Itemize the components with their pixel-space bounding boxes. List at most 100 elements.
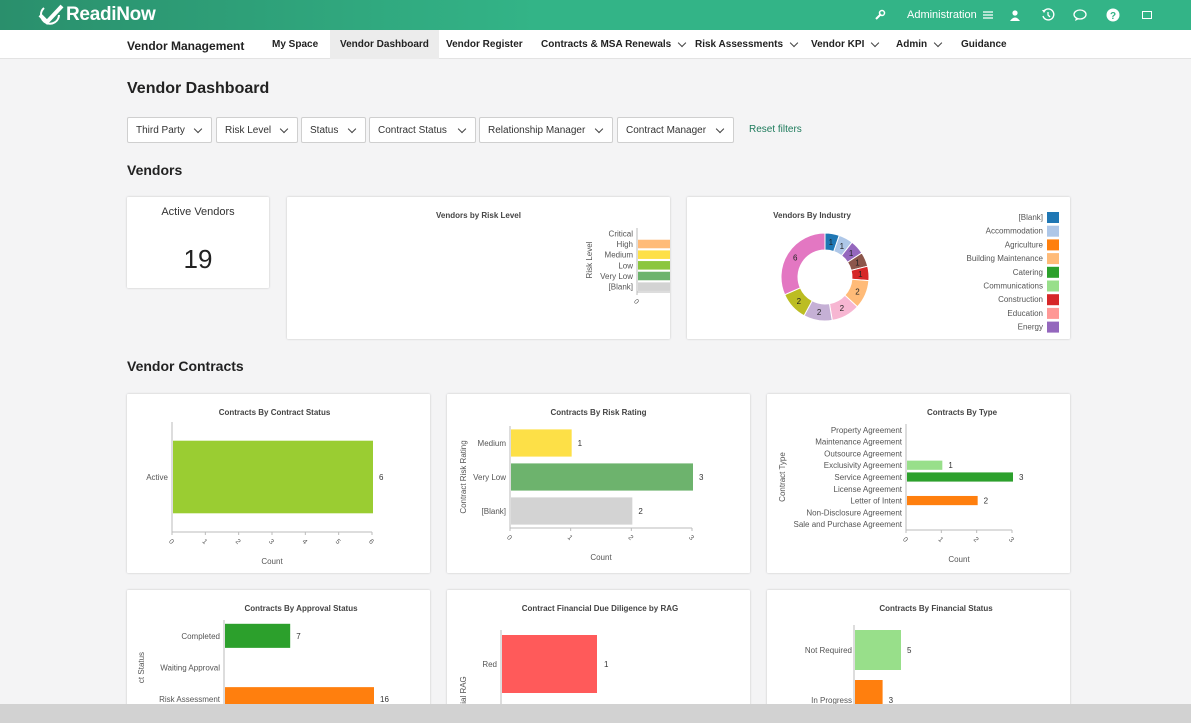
bar-value-label: 2 <box>638 507 643 516</box>
chart-title: Vendors By Industry <box>773 211 851 220</box>
nav-vendor-register[interactable]: Vendor Register <box>446 39 523 50</box>
fullscreen-icon[interactable] <box>1142 0 1152 30</box>
y-category-label: Risk Assessment <box>159 695 221 704</box>
y-category-label: Not Required <box>805 646 852 655</box>
chart-card-risk-level[interactable]: Vendors by Risk Level 0123456CriticalHig… <box>287 197 670 339</box>
filter-risk-level[interactable]: Risk Level <box>216 117 298 143</box>
x-axis-title: Count <box>948 555 970 564</box>
bottom-scroll-bar[interactable] <box>0 704 1191 723</box>
bar <box>511 497 633 525</box>
kpi-value: 19 <box>183 244 213 274</box>
menu-icon <box>982 11 993 19</box>
chevron-down-icon <box>677 38 687 47</box>
app-title: Vendor Management <box>127 39 245 53</box>
legend-label: Agriculture <box>1005 240 1044 249</box>
chevron-down-icon <box>594 124 604 134</box>
nav-vendor-dashboard[interactable]: Vendor Dashboard <box>330 30 439 59</box>
filter-contract-status[interactable]: Contract Status <box>369 117 476 143</box>
y-category-label: In Progress <box>811 696 852 705</box>
chart-card-contract-status[interactable]: Contracts By Contract Status 0 1 2 3 4 5 6 Acti… <box>127 394 430 573</box>
filter-status[interactable]: Status <box>301 117 366 143</box>
legend-swatch <box>1047 253 1059 265</box>
bar-value-label: 5 <box>907 646 912 655</box>
pie-slice-label: 2 <box>797 297 802 306</box>
bar <box>638 239 670 249</box>
chart-title: Contracts By Risk Rating <box>550 408 647 417</box>
nav-admin[interactable]: Admin <box>896 30 943 59</box>
chart-risk-level: 0123456CriticalHigh2Medium4Low2Very Low5… <box>585 228 670 306</box>
nav-guidance[interactable]: Guidance <box>961 39 1007 50</box>
pie-slice-label: 1 <box>858 270 863 279</box>
chart-industry: 1 111122226[Blank]AccommodationAgricultur… <box>780 212 1059 333</box>
history-icon[interactable] <box>1041 0 1055 30</box>
filter-third-party[interactable]: Third Party <box>127 117 212 143</box>
pie-slice-label: 6 <box>793 254 798 263</box>
y-category-label: Letter of Intent <box>850 497 902 506</box>
nav-vendor-kpi[interactable]: Vendor KPI <box>811 30 880 59</box>
x-tick-label: 0 <box>632 298 640 306</box>
y-category-label: Active <box>146 473 168 482</box>
chart-card-financial-status[interactable]: Contracts By Financial Status Not Requir… <box>767 590 1070 723</box>
chart-title: Contracts By Financial Status <box>879 604 993 613</box>
legend-swatch <box>1047 321 1059 333</box>
page-title: Vendor Dashboard <box>127 80 270 97</box>
x-tick-label: 5 <box>334 538 342 546</box>
kpi-label: Active Vendors <box>161 206 235 218</box>
reset-filters-link[interactable]: Reset filters <box>749 124 802 135</box>
legend-label: Catering <box>1013 268 1043 277</box>
nav-risk-assessments[interactable]: Risk Assessments <box>695 30 799 59</box>
chart-contract-type: 0 1 2 3 Property Agreement Maintenance Agreem… <box>778 424 1024 564</box>
y-category-label: Property Agreement <box>831 426 903 435</box>
x-tick-label: 2 <box>972 536 980 544</box>
pie-slice-label: 2 <box>817 308 822 317</box>
y-axis-title: Contract Type <box>778 452 787 502</box>
active-vendors-card[interactable]: Active Vendors 19 <box>127 197 269 288</box>
nav-contracts-msa-renewals[interactable]: Contracts & MSA Renewals <box>541 30 687 59</box>
filter-contract-manager[interactable]: Contract Manager <box>617 117 734 143</box>
administration-menu[interactable]: Administration <box>907 0 993 30</box>
pie-slice <box>780 232 826 296</box>
y-category-label: Low <box>618 261 633 270</box>
legend-swatch <box>1047 307 1059 319</box>
y-category-label: Very Low <box>473 473 506 482</box>
x-axis-title: Count <box>590 553 612 562</box>
filter-relationship-manager[interactable]: Relationship Manager <box>479 117 613 143</box>
readinow-logo[interactable]: ReadiNow <box>38 3 156 27</box>
y-category-label: Exclusivity Agreement <box>824 461 903 470</box>
x-tick-label: 6 <box>367 538 375 546</box>
help-icon[interactable]: ? <box>1106 0 1120 30</box>
bar <box>638 271 670 281</box>
chart-card-approval-status[interactable]: Contracts By Approval Status Completed 7 W… <box>127 590 430 723</box>
chevron-down-icon <box>457 124 467 134</box>
bar-value-label: 3 <box>889 696 894 705</box>
x-tick-label: 2 <box>234 538 242 546</box>
y-category-label: License Agreement <box>834 485 903 494</box>
wrench-icon[interactable] <box>874 0 886 30</box>
x-axis-title: Count <box>261 557 283 566</box>
bar <box>173 440 373 514</box>
x-tick-label: 1 <box>936 536 944 544</box>
bar-value-label: 1 <box>604 660 609 669</box>
y-category-label: Medium <box>478 439 507 448</box>
chart-card-industry[interactable]: Vendors By Industry 1 1 1 1 1 2 2 2 2 6 [Blank] Acc… <box>687 197 1070 339</box>
administration-label: Administration <box>907 9 977 21</box>
bar-value-label: 3 <box>1019 473 1024 482</box>
y-axis-title: Contract Risk Rating <box>459 440 468 513</box>
chart-card-contract-type[interactable]: Contracts By Type 0 1 2 3 Property Agreement… <box>767 394 1070 573</box>
x-tick-label: 3 <box>687 534 695 542</box>
pie-slice-label: 1 <box>840 242 845 251</box>
legend-label: Construction <box>998 295 1043 304</box>
chat-icon[interactable] <box>1073 0 1087 30</box>
bar-value-label: 1 <box>948 461 953 470</box>
logo-text: ReadiNow <box>66 4 156 25</box>
y-axis-title: Risk Level <box>585 241 594 278</box>
y-category-label: Waiting Approval <box>160 664 220 673</box>
nav-my-space[interactable]: My Space <box>272 39 319 50</box>
legend-label: Building Maintenance <box>967 254 1044 263</box>
chevron-down-icon <box>193 124 203 134</box>
user-icon[interactable] <box>1009 0 1021 30</box>
chart-card-due-diligence[interactable]: Contract Financial Due Diligence by RAG … <box>447 590 750 723</box>
legend-swatch <box>1047 239 1059 251</box>
y-category-label: Service Agreement <box>834 473 902 482</box>
chart-card-risk-rating[interactable]: Contracts By Risk Rating 0 1 2 3 Medium 1 Very… <box>447 394 750 573</box>
